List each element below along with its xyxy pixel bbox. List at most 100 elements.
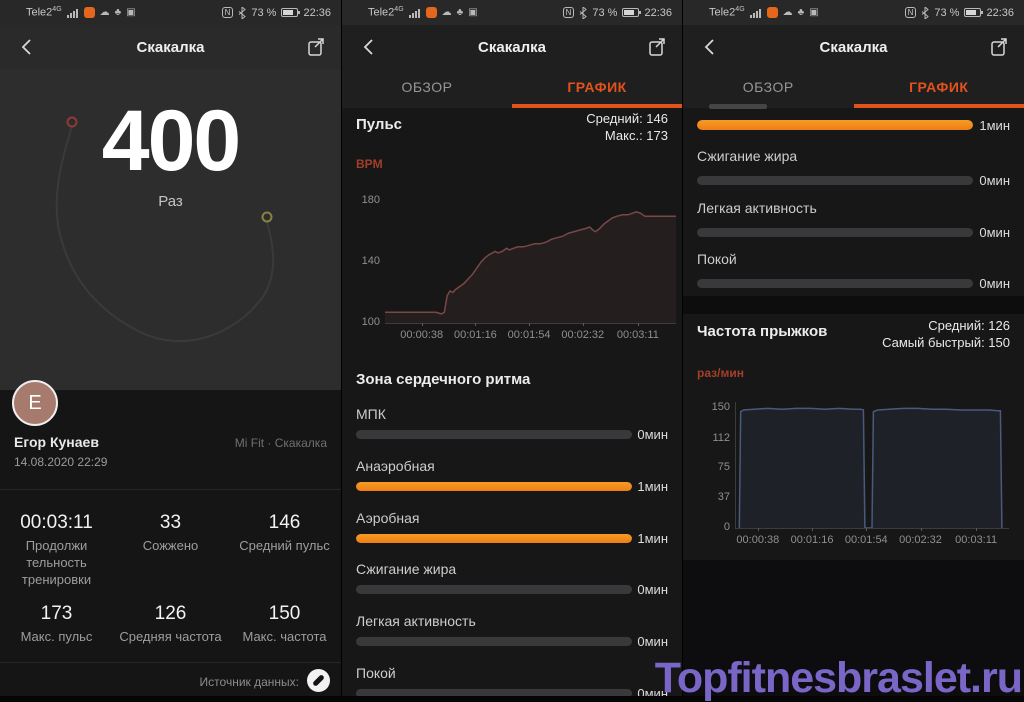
battery-percent: 73 % xyxy=(592,6,618,19)
share-icon[interactable] xyxy=(990,37,1010,57)
zone-value: 1мин xyxy=(979,118,1010,133)
route-path xyxy=(55,116,275,343)
stat-calories-label: Сожжено xyxy=(142,538,199,553)
nfc-icon: N xyxy=(904,7,917,18)
carrier-label: Tele24G xyxy=(709,6,745,19)
clock: 22:36 xyxy=(303,6,331,19)
gallery-icon: ▣ xyxy=(809,7,819,18)
zone-bar xyxy=(356,534,632,543)
page-title: Скакалка xyxy=(819,39,888,56)
section-gap xyxy=(683,296,1024,314)
clock: 22:36 xyxy=(644,6,672,19)
status-bar: Tele24G ☁ ♣ ▣ N 73 % 22:36 xyxy=(683,0,1024,25)
status-bar: Tele24G ☁ ♣ ▣ N 73 % 22:36 xyxy=(0,0,341,25)
pulse-avg: Средний: 146 xyxy=(586,111,668,126)
app-header: Скакалка xyxy=(683,25,1024,70)
zone-label: Аэробная xyxy=(356,510,420,526)
bluetooth-icon xyxy=(922,6,930,19)
zone-bar xyxy=(697,120,973,130)
battery-percent: 73 % xyxy=(934,6,960,19)
zone-value: 1мин xyxy=(637,479,668,494)
tab-overview[interactable]: ОБЗОР xyxy=(401,79,453,95)
status-bar: Tele24G ☁ ♣ ▣ N 73 % 22:36 xyxy=(342,0,682,25)
zone-label: Сжигание жира xyxy=(697,148,798,164)
divider xyxy=(0,489,341,490)
carrier-label: Tele24G xyxy=(26,6,62,19)
tab-bar: ОБЗОР ГРАФИК xyxy=(683,70,1024,108)
hr-zones-title: Зона сердечного ритма xyxy=(356,371,531,388)
zone-bar xyxy=(356,585,632,594)
active-tab-indicator xyxy=(512,104,682,108)
pulse-unit-label: BPM xyxy=(356,157,383,171)
club-icon: ♣ xyxy=(114,7,122,18)
nfc-icon: N xyxy=(562,7,575,18)
jump-fastest: Самый быстрый: 150 xyxy=(882,335,1010,350)
signal-icon xyxy=(749,8,761,18)
jump-rate-title: Частота прыжков xyxy=(697,323,828,340)
share-icon[interactable] xyxy=(307,37,327,57)
carrier-label: Tele24G xyxy=(368,6,404,19)
jump-avg: Средний: 126 xyxy=(928,318,1010,333)
zone-label: Покой xyxy=(697,251,737,267)
pulse-stats: Средний: 146 Макс.: 173 xyxy=(586,110,668,144)
cloud-icon: ☁ xyxy=(441,7,452,18)
club-icon: ♣ xyxy=(797,7,805,18)
jump-unit-label: раз/мин xyxy=(697,366,744,380)
jump-count-value: 400 xyxy=(101,93,242,189)
active-tab-indicator xyxy=(853,104,1024,108)
notification-app-icon xyxy=(425,7,437,18)
notification-app-icon xyxy=(766,7,778,18)
stat-duration-value: 00:03:11 xyxy=(20,512,93,533)
battery-percent: 73 % xyxy=(251,6,277,19)
jump-count-unit: Раз xyxy=(158,193,183,210)
zone-value: 0мин xyxy=(979,225,1010,240)
stat-max-rate-label: Макс. частота xyxy=(242,629,327,644)
share-icon[interactable] xyxy=(648,37,668,57)
zone-label: Сжигание жира xyxy=(356,561,457,577)
cloud-icon: ☁ xyxy=(99,7,110,18)
zone-bar xyxy=(356,637,632,646)
back-icon[interactable] xyxy=(360,37,380,57)
pulse-max: Макс.: 173 xyxy=(604,128,668,143)
clock: 22:36 xyxy=(986,6,1014,19)
panel-overview: Tele24G ☁ ♣ ▣ N 73 % 22:36 Скакалка xyxy=(0,0,341,702)
signal-icon xyxy=(66,8,78,18)
watermark: Topfitnesbraslet.ru xyxy=(654,653,1023,702)
tab-overview[interactable]: ОБЗОР xyxy=(742,79,794,95)
stat-calories-value: 33 xyxy=(159,512,182,533)
stat-avg-pulse-value: 146 xyxy=(268,512,301,533)
back-icon[interactable] xyxy=(18,37,38,57)
mi-band-icon[interactable] xyxy=(307,669,330,692)
pulse-section-title: Пульс xyxy=(356,116,403,133)
pulse-chart: 180 140 100 00:00:38 00:01:16 00:01:54 00:02:3… xyxy=(362,194,676,341)
tab-bar: ОБЗОР ГРАФИК xyxy=(342,70,682,108)
route-map xyxy=(0,70,341,390)
jump-rate-chart: 150 112 75 37 0 00:00:38 00:01:16 00:01:54 00:02… xyxy=(712,401,1009,546)
end-pin-icon xyxy=(261,211,273,223)
zone-label: Легкая активность xyxy=(356,613,476,629)
zone-bar xyxy=(697,279,973,288)
zone-bar xyxy=(356,482,632,491)
zone-value: 0мин xyxy=(637,427,668,442)
user-name: Егор Кунаев xyxy=(14,434,99,450)
zone-bar xyxy=(697,228,973,237)
battery-icon xyxy=(622,8,642,17)
workout-datetime: 14.08.2020 22:29 xyxy=(14,455,108,469)
tab-graph[interactable]: ГРАФИК xyxy=(909,79,969,95)
avatar[interactable]: E xyxy=(12,380,58,426)
back-icon[interactable] xyxy=(701,37,721,57)
panel-graph-jumps: Tele24G ☁ ♣ ▣ N 73 % 22:36 Скакалка ОБЗО… xyxy=(682,0,1024,702)
notification-app-icon xyxy=(83,7,95,18)
stat-avg-rate-label: Средняя частота xyxy=(119,629,222,644)
tab-graph[interactable]: ГРАФИК xyxy=(567,79,627,95)
zone-label: Покой xyxy=(356,665,396,681)
zone-label: Легкая активность xyxy=(697,200,817,216)
page-title: Скакалка xyxy=(136,39,205,56)
data-source-label: Источник данных: xyxy=(199,675,299,689)
bluetooth-icon xyxy=(239,6,247,19)
zone-value: 0мин xyxy=(979,276,1010,291)
club-icon: ♣ xyxy=(456,7,464,18)
stat-avg-rate-value: 126 xyxy=(154,603,187,624)
battery-icon xyxy=(964,8,984,17)
zone-value: 1мин xyxy=(637,531,668,546)
